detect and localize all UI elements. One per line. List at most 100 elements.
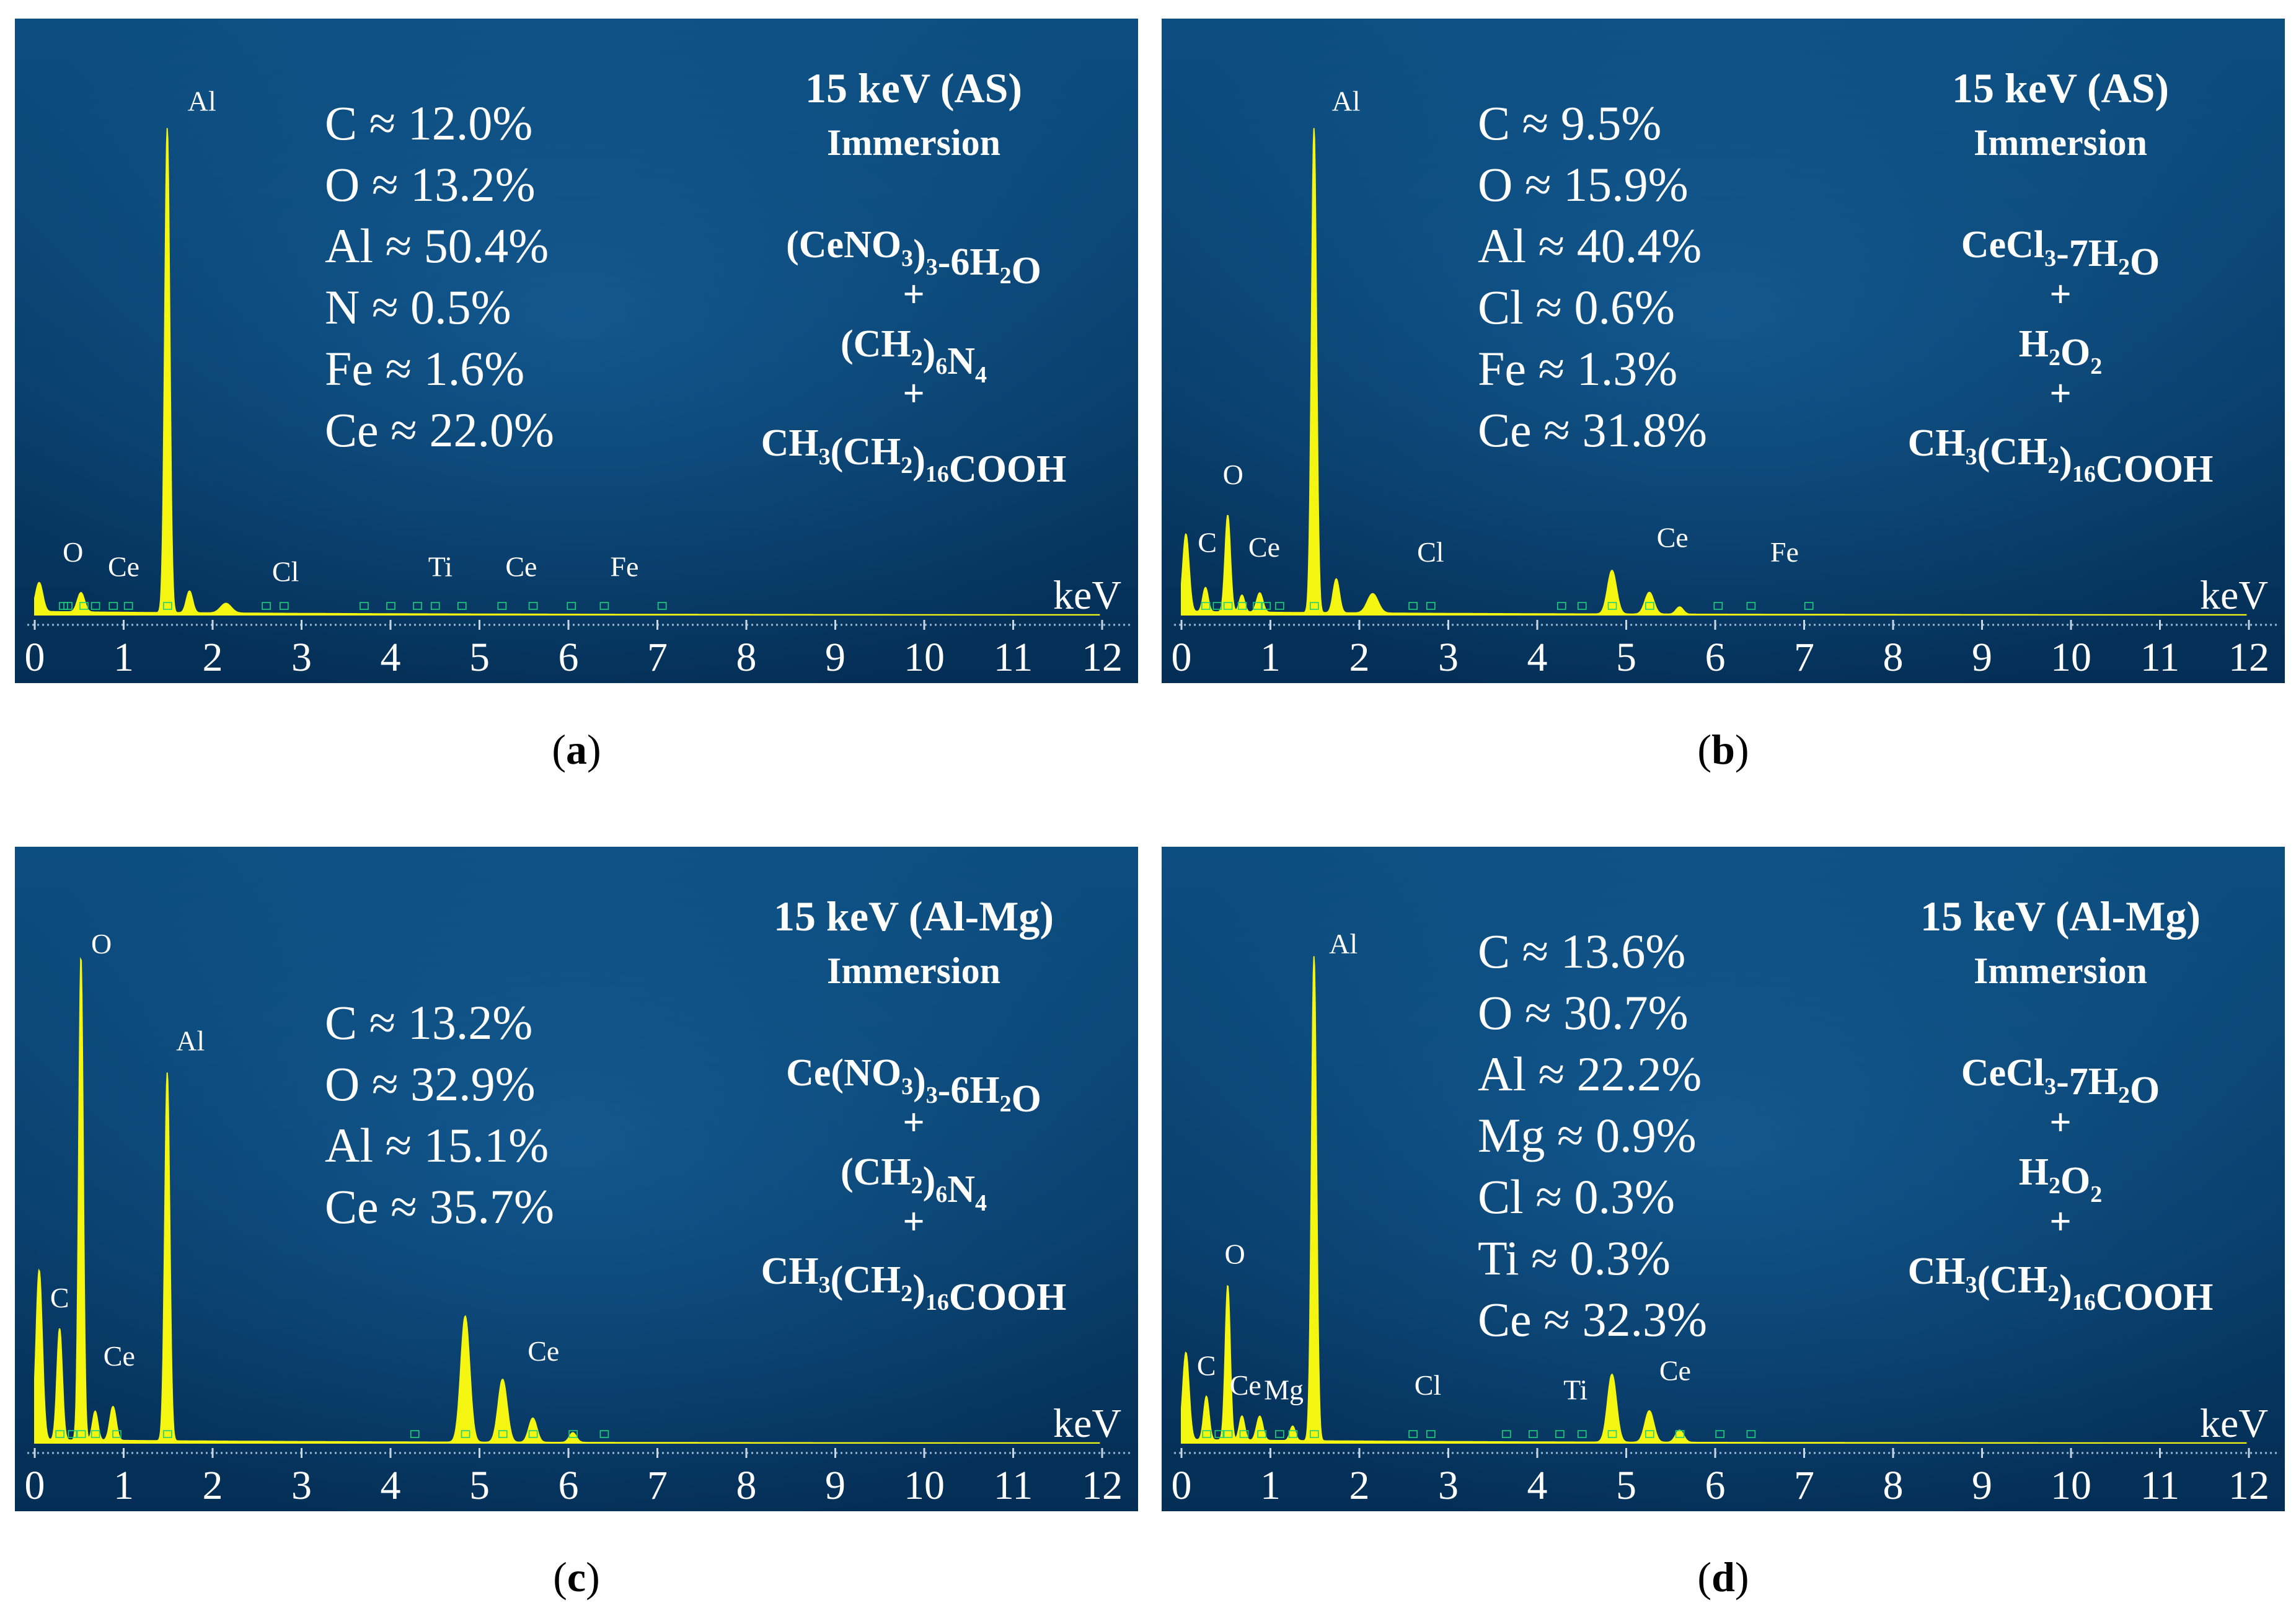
- element-marker: [528, 1430, 538, 1438]
- recipe-line: Ce(NO3)3-6H2O: [786, 1052, 1041, 1120]
- panel-title: 15 keV (Al-Mg): [1920, 893, 2201, 940]
- element-marker: [1253, 602, 1262, 610]
- composition-line: C ≈ 13.2%: [325, 996, 532, 1049]
- x-tick-label: 5: [469, 1463, 490, 1508]
- element-marker: [567, 602, 576, 610]
- element-marker: [1804, 602, 1814, 610]
- peak-label: Ce: [1657, 522, 1689, 554]
- element-marker: [386, 602, 395, 610]
- x-tick-label: 1: [1260, 635, 1281, 680]
- x-axis-label: keV: [1053, 1401, 1121, 1446]
- x-tick-label: 8: [736, 635, 757, 680]
- element-marker: [1746, 1430, 1756, 1438]
- element-marker: [1310, 1430, 1319, 1438]
- recipe-line: CH3(CH2)16COOH: [761, 1250, 1067, 1318]
- element-marker: [1746, 602, 1756, 610]
- caption-b: (b): [1697, 726, 1749, 773]
- composition-line: Ce ≈ 32.3%: [1478, 1292, 1707, 1346]
- peak-label: Al: [1329, 928, 1358, 960]
- x-tick-label: 4: [1527, 635, 1548, 680]
- element-marker: [91, 602, 100, 610]
- element-marker: [1237, 602, 1247, 610]
- recipe-line: CeCl3-7H2O: [1961, 1052, 2160, 1111]
- peak-label: C: [50, 1282, 69, 1314]
- element-marker: [79, 602, 89, 610]
- caption-d: (d): [1697, 1553, 1749, 1601]
- element-marker: [1556, 602, 1566, 610]
- element-marker: [91, 1430, 100, 1438]
- element-marker: [1501, 1430, 1511, 1438]
- x-tick-label: 1: [113, 1463, 134, 1508]
- recipe-line: H2O2: [2019, 323, 2102, 379]
- peak-label: Al: [188, 86, 216, 117]
- caption-a: (a): [552, 726, 601, 773]
- recipe-plus: +: [2049, 273, 2071, 316]
- element-marker: [497, 602, 507, 610]
- peak-label: Cl: [1415, 1369, 1441, 1401]
- element-marker: [1426, 602, 1436, 610]
- composition-line: N ≈ 0.5%: [325, 280, 511, 334]
- element-marker: [528, 602, 538, 610]
- recipe-plus: +: [903, 373, 924, 415]
- x-tick-label: 2: [1349, 635, 1370, 680]
- recipe-plus: +: [903, 1102, 924, 1144]
- recipe-line: (CH2)6N4: [841, 1151, 987, 1216]
- element-marker: [657, 602, 667, 610]
- peak-label: C: [1197, 1350, 1216, 1382]
- element-marker: [163, 1430, 172, 1438]
- peak-label: Al: [176, 1025, 205, 1057]
- x-tick-label: 0: [1172, 635, 1192, 680]
- recipe-line: CH3(CH2)16COOH: [1908, 422, 2214, 490]
- x-tick-label: 3: [1438, 1463, 1459, 1508]
- element-marker: [1577, 602, 1587, 610]
- chart-glow: [15, 847, 1138, 1511]
- panel-mode: Immersion: [1974, 122, 2147, 163]
- element-marker: [1715, 1430, 1724, 1438]
- x-tick-label: 7: [647, 635, 668, 680]
- x-tick-label: 0: [25, 635, 45, 680]
- chart-glow: [1162, 847, 2285, 1511]
- recipe-line: CH3(CH2)16COOH: [761, 422, 1067, 490]
- x-tick-label: 5: [469, 635, 490, 680]
- element-marker: [430, 602, 440, 610]
- x-tick-label: 11: [2140, 1463, 2180, 1508]
- recipe-line: H2O2: [2019, 1151, 2102, 1208]
- x-tick-label: 11: [994, 1463, 1033, 1508]
- element-marker: [1202, 1430, 1211, 1438]
- spectrum-area: [1181, 956, 2247, 1444]
- x-tick-label: 10: [904, 1463, 945, 1508]
- composition-line: Ce ≈ 22.0%: [325, 403, 554, 457]
- element-marker: [413, 602, 422, 610]
- peak-label: Ce: [1248, 531, 1280, 563]
- composition-line: C ≈ 12.0%: [325, 96, 532, 150]
- peak-label: O: [1223, 459, 1243, 490]
- element-marker: [1223, 602, 1233, 610]
- panel-mode: Immersion: [827, 950, 1000, 991]
- peak-label: Ce: [528, 1335, 559, 1367]
- element-marker: [568, 1430, 578, 1438]
- element-marker: [599, 1430, 609, 1438]
- composition-line: Cl ≈ 0.3%: [1478, 1170, 1675, 1224]
- x-axis-label: keV: [1053, 573, 1121, 618]
- composition-line: O ≈ 15.9%: [1478, 157, 1689, 211]
- element-marker: [1261, 602, 1271, 610]
- composition-line: C ≈ 13.6%: [1478, 924, 1685, 978]
- element-marker: [1310, 602, 1319, 610]
- panel-title: 15 keV (AS): [805, 64, 1022, 112]
- x-tick-label: 8: [1883, 1463, 1904, 1508]
- panel-title: 15 keV (AS): [1952, 64, 2169, 112]
- peak-label: O: [91, 928, 112, 960]
- element-marker: [1201, 602, 1211, 610]
- element-marker: [68, 1430, 77, 1438]
- x-tick-label: 12: [1082, 635, 1123, 680]
- panel-b: 0 1 2 3 4 5 6 7 8 9 10 11 12 keV Al O C Ce Cl Ce Fe C ≈ 9.5% O…: [1162, 19, 2285, 683]
- x-tick-label: 0: [25, 1463, 45, 1508]
- element-marker: [63, 602, 73, 610]
- composition-line: Al ≈ 50.4%: [325, 219, 549, 273]
- panel-title: 15 keV (Al-Mg): [774, 893, 1054, 940]
- element-marker: [498, 1430, 508, 1438]
- x-tick-label: 12: [2228, 635, 2269, 680]
- x-tick-label: 6: [559, 635, 579, 680]
- recipe-plus: +: [903, 273, 924, 316]
